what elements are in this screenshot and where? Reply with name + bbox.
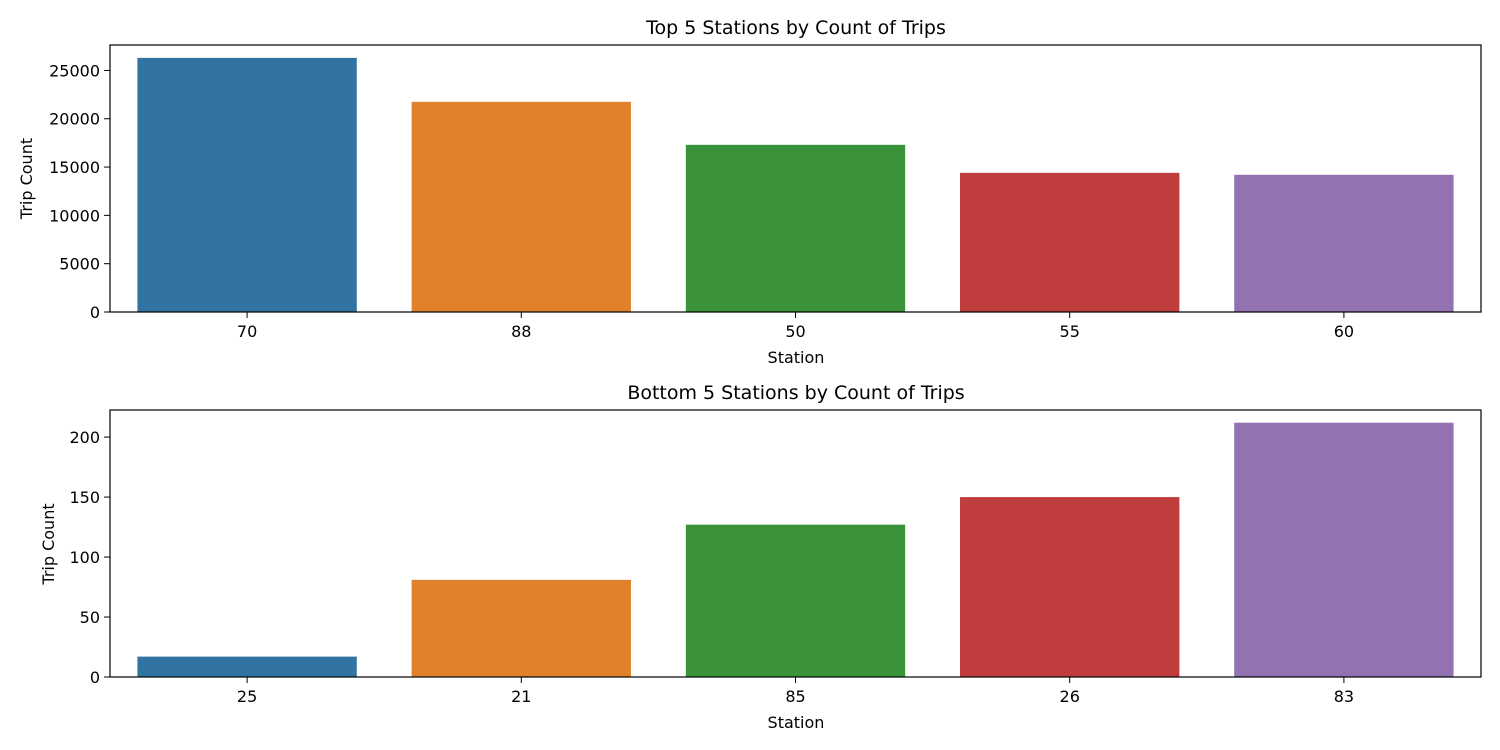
bar-station-26	[960, 497, 1180, 677]
y-tick-label: 50	[80, 608, 100, 627]
x-tick-label: 83	[1334, 687, 1354, 706]
y-tick-label: 5000	[59, 255, 100, 274]
bar-station-21	[411, 579, 631, 677]
bar-station-70	[137, 57, 357, 312]
x-tick-label: 70	[237, 322, 257, 341]
x-tick-label: 25	[237, 687, 257, 706]
y-ticks: 0 5000 10000 15000 20000 25000	[49, 61, 110, 322]
chart-title: Top 5 Stations by Count of Trips	[645, 17, 946, 39]
top-stations-chart: Top 5 Stations by Count of Trips Trip Co…	[17, 17, 1482, 367]
plot-frame	[109, 409, 1482, 678]
y-tick-label: 20000	[49, 110, 100, 129]
y-tick-label: 100	[69, 548, 100, 567]
x-tick-label: 55	[1060, 322, 1080, 341]
bar-station-50	[685, 144, 906, 312]
x-tick-label: 26	[1060, 687, 1080, 706]
x-axis-label: Station	[768, 713, 825, 732]
x-tick-label: 85	[785, 687, 805, 706]
bar-station-55	[960, 172, 1180, 312]
bottom-stations-chart: Bottom 5 Stations by Count of Trips Trip…	[39, 382, 1482, 732]
x-axis-label: Station	[768, 348, 825, 367]
y-tick-label: 25000	[49, 61, 100, 80]
bar-station-25	[137, 656, 357, 677]
y-ticks: 0 50 100 150 200	[69, 428, 110, 687]
x-ticks: 70 88 50 55 60	[237, 312, 1354, 341]
chart-title: Bottom 5 Stations by Count of Trips	[627, 382, 964, 404]
x-tick-label: 21	[511, 687, 531, 706]
x-tick-label: 88	[511, 322, 531, 341]
y-axis-label: Trip Count	[17, 138, 36, 220]
y-tick-label: 150	[69, 488, 100, 507]
bar-station-83	[1234, 422, 1454, 677]
x-tick-label: 60	[1334, 322, 1354, 341]
bars	[137, 57, 1454, 312]
y-tick-label: 10000	[49, 206, 100, 225]
x-tick-label: 50	[785, 322, 805, 341]
y-tick-label: 0	[90, 303, 100, 322]
y-tick-label: 200	[69, 428, 100, 447]
y-tick-label: 15000	[49, 158, 100, 177]
bar-station-60	[1234, 174, 1454, 312]
bar-station-88	[411, 101, 631, 312]
y-axis-label: Trip Count	[39, 503, 58, 585]
bars	[137, 422, 1454, 677]
x-ticks: 25 21 85 26 83	[237, 677, 1354, 706]
y-tick-label: 0	[90, 668, 100, 687]
plot-frame	[109, 44, 1482, 313]
bar-station-85	[685, 524, 906, 677]
